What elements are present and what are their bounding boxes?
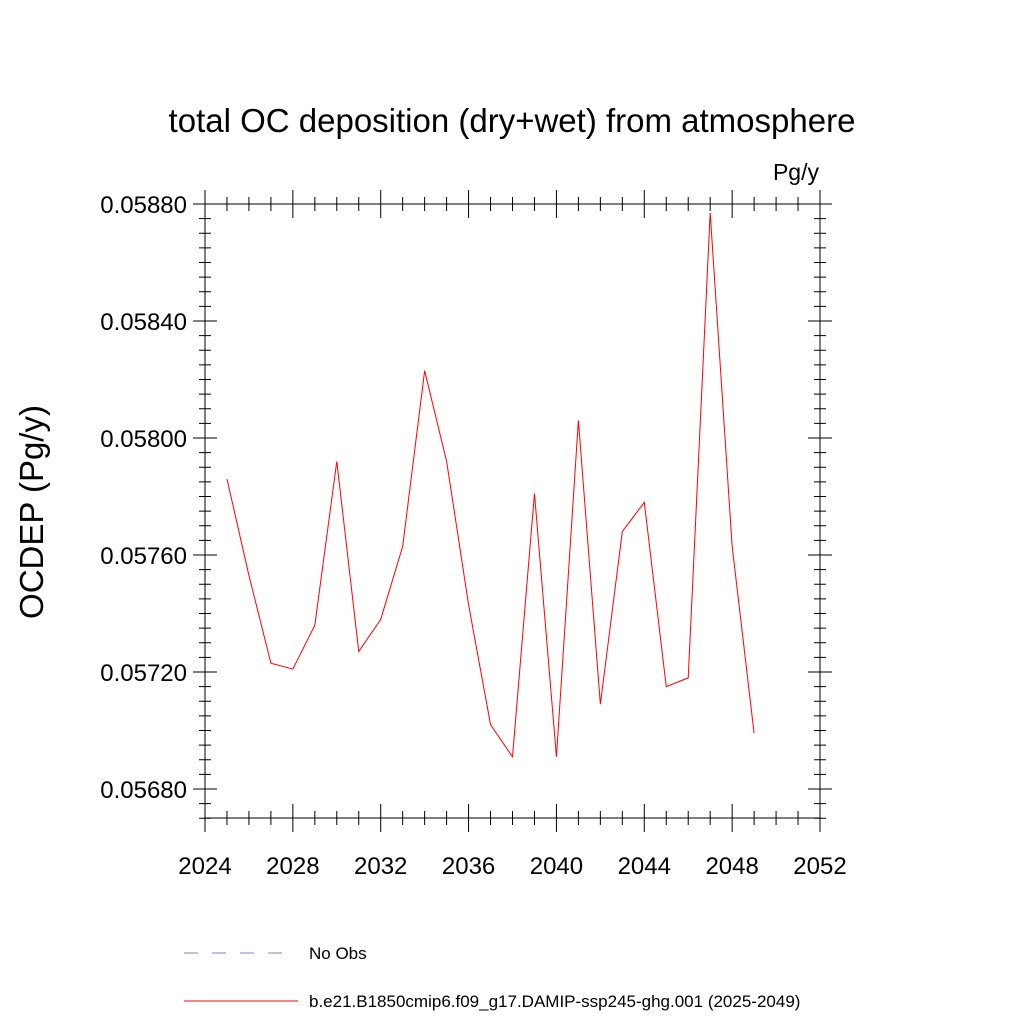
legend-label-obs: No Obs	[309, 944, 367, 963]
legend-label-model: b.e21.B1850cmip6.f09_g17.DAMIP-ssp245-gh…	[309, 992, 800, 1011]
units-label: Pg/y	[773, 159, 820, 185]
y-tick-label: 0.05720	[100, 660, 187, 687]
y-tick-label: 0.05680	[100, 777, 187, 804]
x-tick-label: 2032	[354, 853, 407, 880]
y-axis-label: OCDEP (Pg/y)	[13, 405, 50, 619]
legend: No Obs b.e21.B1850cmip6.f09_g17.DAMIP-ssp…	[184, 944, 800, 1011]
axes: 0.05680 0.05720 0.05760 0.05800 0.05840 0.058…	[100, 190, 847, 880]
series-layer	[226, 212, 755, 759]
x-tick-label: 2048	[705, 853, 758, 880]
x-tick-label: 2028	[266, 853, 319, 880]
x-tick-label: 2044	[618, 853, 671, 880]
y-tick-label: 0.05840	[100, 309, 187, 336]
y-tick-label: 0.05760	[100, 543, 187, 570]
chart-title: total OC deposition (dry+wet) from atmos…	[169, 102, 856, 139]
y-tick-label: 0.05880	[100, 192, 187, 219]
y-tick-label: 0.05800	[100, 426, 187, 453]
x-tick-label: 2052	[793, 853, 846, 880]
plot-frame	[204, 203, 821, 819]
x-tick-label: 2024	[178, 853, 231, 880]
x-tick-label: 2036	[442, 853, 495, 880]
x-tick-label: 2040	[530, 853, 583, 880]
series-line-model	[226, 212, 755, 759]
